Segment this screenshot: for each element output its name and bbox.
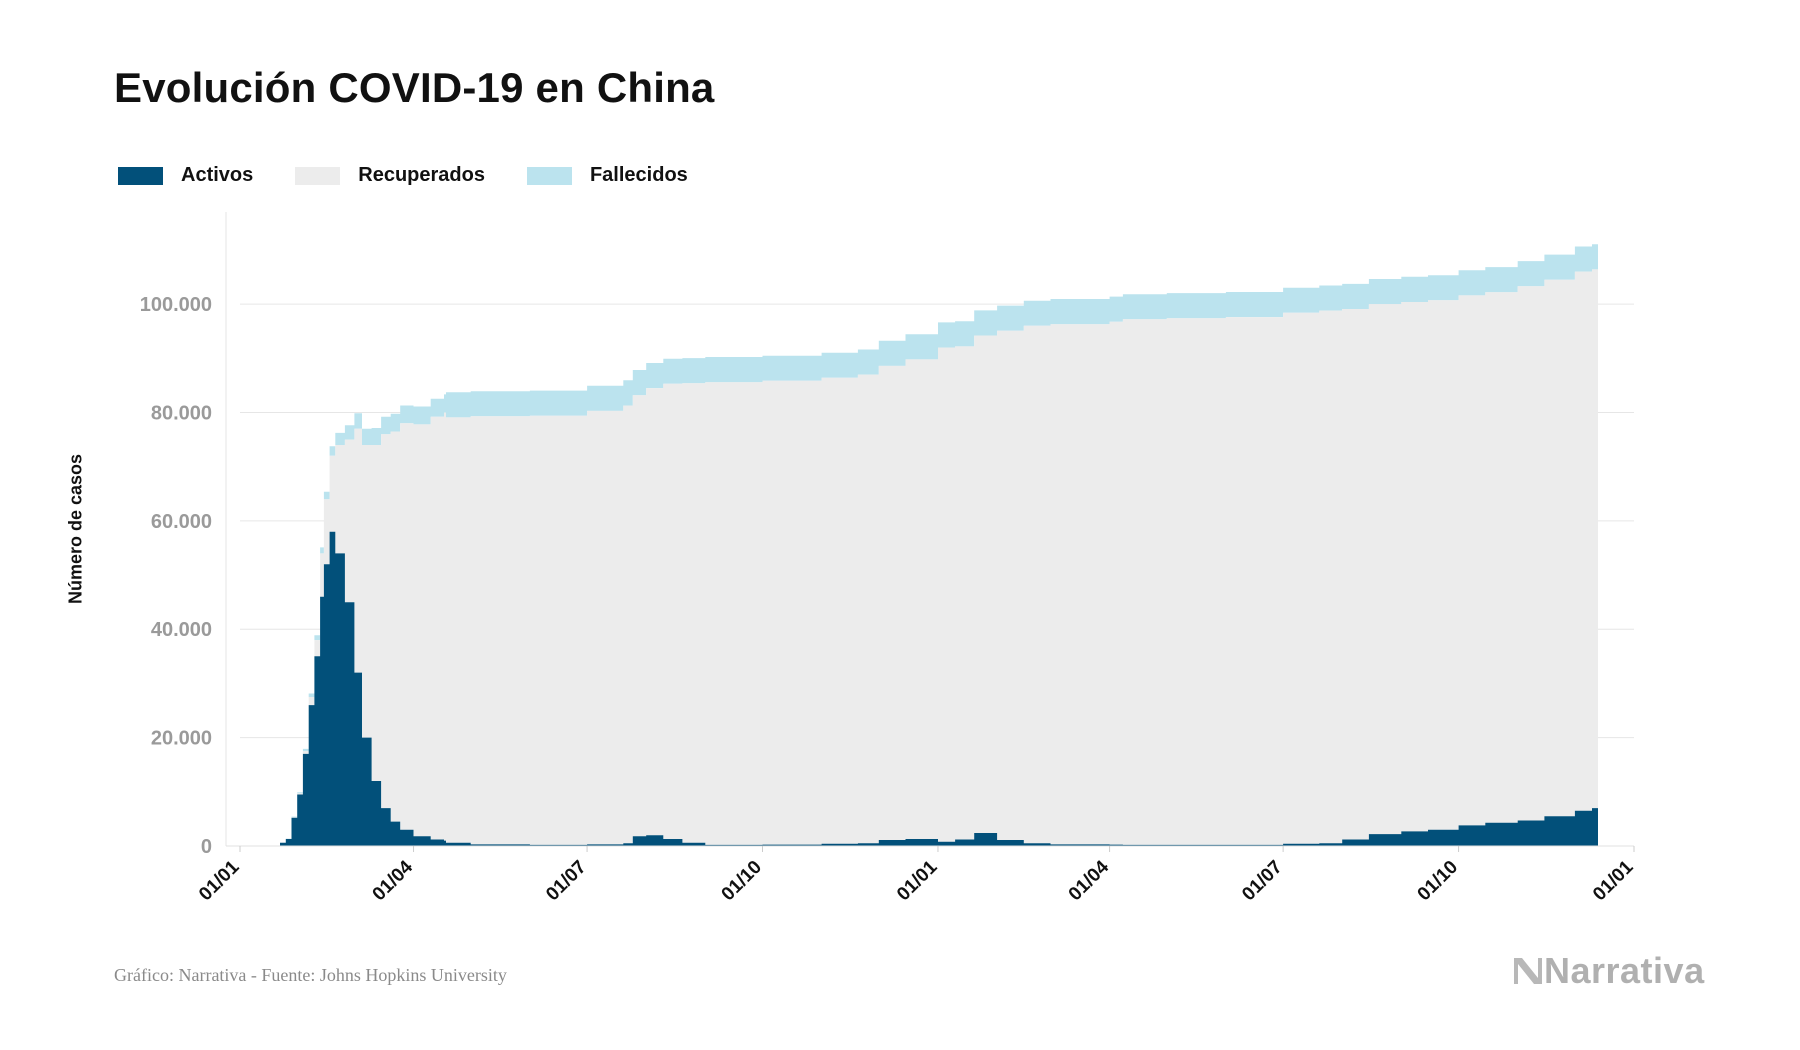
y-tick-label: 80.000 xyxy=(151,402,212,424)
x-tick-label: 01/04 xyxy=(1065,856,1114,905)
x-tick-label: 01/04 xyxy=(369,856,418,905)
legend: Activos Recuperados Fallecidos xyxy=(118,164,730,187)
source-credit: Gráfico: Narrativa - Fuente: Johns Hopki… xyxy=(114,965,507,985)
logo-text: Narrativa xyxy=(1544,950,1705,991)
x-tick-label: 01/01 xyxy=(195,856,244,905)
x-tick-label: 01/10 xyxy=(718,857,766,905)
legend-item-recuperados: Recuperados xyxy=(295,164,485,187)
legend-label-recuperados: Recuperados xyxy=(358,164,485,186)
area-recuperados xyxy=(280,269,1598,845)
legend-label-activos: Activos xyxy=(181,164,254,186)
x-tick-label: 01/07 xyxy=(542,857,590,905)
y-tick-label: 20.000 xyxy=(151,728,212,750)
legend-swatch-recuperados xyxy=(295,166,341,185)
narrativa-n-icon xyxy=(1514,958,1542,984)
narrativa-logo: Narrativa xyxy=(1512,950,1705,992)
legend-item-fallecidos: Fallecidos xyxy=(526,164,688,187)
y-tick-label: 0 xyxy=(201,836,212,858)
y-tick-label: 60.000 xyxy=(151,511,212,533)
x-tick-label: 01/01 xyxy=(893,856,942,905)
legend-label-fallecidos: Fallecidos xyxy=(589,164,688,186)
x-tick-label: 01/07 xyxy=(1238,857,1286,905)
legend-swatch-activos xyxy=(118,166,163,185)
x-tick-label: 01/01 xyxy=(1589,856,1638,905)
y-tick-label: 100.000 xyxy=(140,294,212,316)
chart-title: Evolución COVID-19 en China xyxy=(114,64,715,111)
y-tick-label: 40.000 xyxy=(151,619,212,641)
x-tick-label: 01/10 xyxy=(1414,857,1462,905)
area-fallecidos xyxy=(280,244,1598,843)
legend-item-activos: Activos xyxy=(118,164,253,187)
legend-swatch-fallecidos xyxy=(526,166,572,185)
